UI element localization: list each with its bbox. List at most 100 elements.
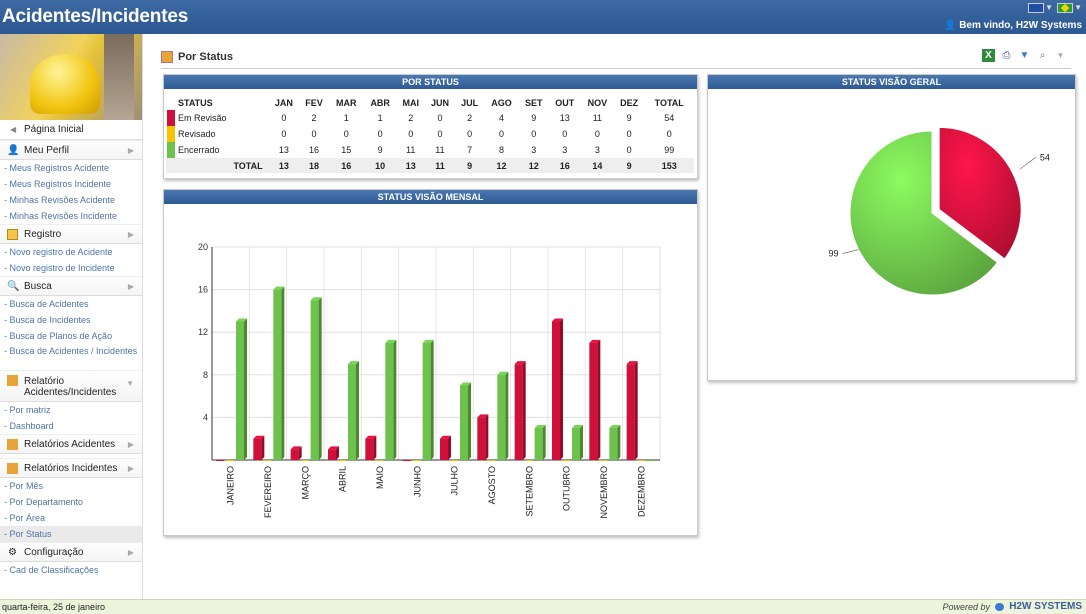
sidebar-link[interactable]: - Por matriz <box>4 405 51 415</box>
bar-front <box>412 460 421 461</box>
bar-front <box>365 438 374 460</box>
sidebar-section-relatorios-acidentes[interactable]: Relatórios Acidentes ▶ <box>0 434 142 454</box>
bar <box>226 457 237 461</box>
bar-side <box>448 435 451 460</box>
sidebar-link[interactable]: - Novo registro de Incidente <box>4 263 115 273</box>
bar-front <box>636 460 645 461</box>
table-header: TOTAL <box>654 97 684 108</box>
table-header: NOV <box>587 97 608 108</box>
print-icon[interactable]: ⎙ <box>1002 50 1011 61</box>
bar-side <box>617 425 621 460</box>
bar-top <box>514 361 526 365</box>
bar-front <box>402 460 411 461</box>
sidebar-link[interactable]: - Cad de Classificações <box>4 565 99 575</box>
monthly-chart-panel: STATUS VISÃO MENSAL 4 8 12 16 20 JANEIRO FEVER… <box>163 189 698 536</box>
sidebar-link[interactable]: - Busca de Planos de Ação <box>4 331 113 341</box>
footer: quarta-feira, 25 de janeiro Powered by H… <box>0 599 1086 614</box>
y-tick-label: 4 <box>203 412 208 422</box>
bar-top <box>236 318 247 322</box>
chevron-down-icon[interactable]: ▼ <box>1074 3 1082 12</box>
bar <box>609 425 621 460</box>
excel-export-icon[interactable]: X <box>982 49 995 62</box>
sidebar-link[interactable]: - Meus Registros Incidente <box>4 179 112 189</box>
table-header: OUT <box>555 97 575 108</box>
sidebar-link[interactable]: - Dashboard <box>4 421 54 431</box>
bar <box>300 457 312 461</box>
powered-by-text: Powered by <box>942 602 990 612</box>
sidebar-link[interactable]: - Por Departamento <box>4 497 84 507</box>
bar <box>348 361 359 460</box>
panel-title: STATUS VISÃO MENSAL <box>164 190 697 204</box>
y-tick-label: 12 <box>198 327 208 337</box>
sidebar-link[interactable]: - Busca de Incidentes <box>4 315 91 325</box>
bar <box>422 339 434 460</box>
sidebar-section-registro[interactable]: Registro ▶ <box>0 224 142 244</box>
sidebar-link[interactable]: - Minhas Revisões Incidente <box>4 211 118 221</box>
bar-top <box>572 425 583 429</box>
bar-top <box>385 339 397 343</box>
bar-front <box>450 460 458 461</box>
panel-title: STATUS VISÃO GERAL <box>708 75 1075 89</box>
sidebar-link[interactable]: - Por Área <box>4 513 46 523</box>
bar-front <box>609 428 618 460</box>
back-arrow-icon: ◀ <box>10 125 17 134</box>
bar-top <box>589 339 601 343</box>
x-tick-label: MARÇO <box>300 466 310 500</box>
sidebar-link[interactable]: - Por Mês <box>4 481 44 491</box>
sidebar-section-configuracao[interactable]: ⚙ Configuração ▶ <box>0 542 142 562</box>
bar-front <box>273 289 282 460</box>
bar <box>626 361 638 460</box>
bar-side <box>281 286 285 460</box>
report-icon <box>7 463 18 474</box>
sidebar-section-busca[interactable]: 🔍 Busca ▶ <box>0 276 142 296</box>
filter-icon[interactable]: ▼ <box>1019 50 1030 61</box>
x-tick-label: AGOSTO <box>487 466 497 504</box>
pie-slice-shape <box>938 126 1022 260</box>
bar-front <box>599 460 608 461</box>
bar <box>440 435 451 460</box>
sidebar-section-relatorio[interactable]: Relatório Acidentes/Incidentes ▼ <box>0 370 142 402</box>
sidebar-link-active[interactable]: - Por Status <box>0 526 142 542</box>
bar-top <box>626 361 638 365</box>
sidebar-link[interactable]: - Novo registro de Acidente <box>4 247 113 257</box>
bar-side <box>580 425 583 460</box>
x-tick-label: JUNHO <box>412 466 422 497</box>
sidebar-link[interactable]: - Busca de Acidentes / Incidentes <box>4 346 138 356</box>
overview-pie-chart: 54 99 <box>828 126 1050 296</box>
x-tick-label: FEVEREIRO <box>263 466 273 518</box>
bar <box>412 457 424 461</box>
status-color-swatch <box>167 110 175 126</box>
bar-top <box>310 297 322 301</box>
x-tick-label: JANEIRO <box>226 466 236 505</box>
language-selector[interactable]: ▼ ▼ <box>1028 3 1082 13</box>
sidebar-link[interactable]: - Meus Registros Acidente <box>4 163 110 173</box>
sidebar-section-meu-perfil[interactable]: 👤 Meu Perfil ▶ <box>0 140 142 160</box>
chevron-right-icon: ▶ <box>127 548 134 557</box>
sidebar-home-link[interactable]: ◀ Página Inicial <box>0 120 142 140</box>
bar-front <box>626 364 635 460</box>
bar-top <box>422 339 434 343</box>
chevron-down-icon[interactable]: ▼ <box>1056 51 1065 60</box>
chevron-down-icon[interactable]: ▼ <box>1045 3 1054 12</box>
flag-br-icon[interactable] <box>1057 3 1074 13</box>
status-table: STATUS JAN FEV MAR ABR MAI JUN JUL AGO S… <box>166 95 694 173</box>
chevron-right-icon: ▶ <box>127 146 134 155</box>
toolbar: X ⎙ ▼ ⌕ ▼ <box>982 49 1067 62</box>
zoom-icon[interactable]: ⌕ <box>1039 50 1046 61</box>
bar-front <box>310 300 319 460</box>
user-icon: 👤 <box>7 145 20 156</box>
pie-label-line <box>1019 157 1037 170</box>
sidebar-link[interactable]: - Minhas Revisões Acidente <box>4 195 116 205</box>
table-row: Encerrado 13 16 15 9 11 11 7 8 3 3 3 0 99 <box>166 142 694 158</box>
bar-side <box>336 446 339 460</box>
bar <box>273 286 285 460</box>
bar-side <box>244 318 247 460</box>
sidebar-link[interactable]: - Busca de Acidentes <box>4 299 89 309</box>
bar <box>385 339 397 460</box>
bar-side <box>560 318 563 460</box>
report-icon <box>7 439 18 450</box>
flag-us-icon[interactable] <box>1028 3 1045 13</box>
bar <box>599 457 611 461</box>
bar-side <box>522 361 526 460</box>
sidebar-section-relatorios-incidentes[interactable]: Relatórios Incidentes ▶ <box>0 458 142 478</box>
